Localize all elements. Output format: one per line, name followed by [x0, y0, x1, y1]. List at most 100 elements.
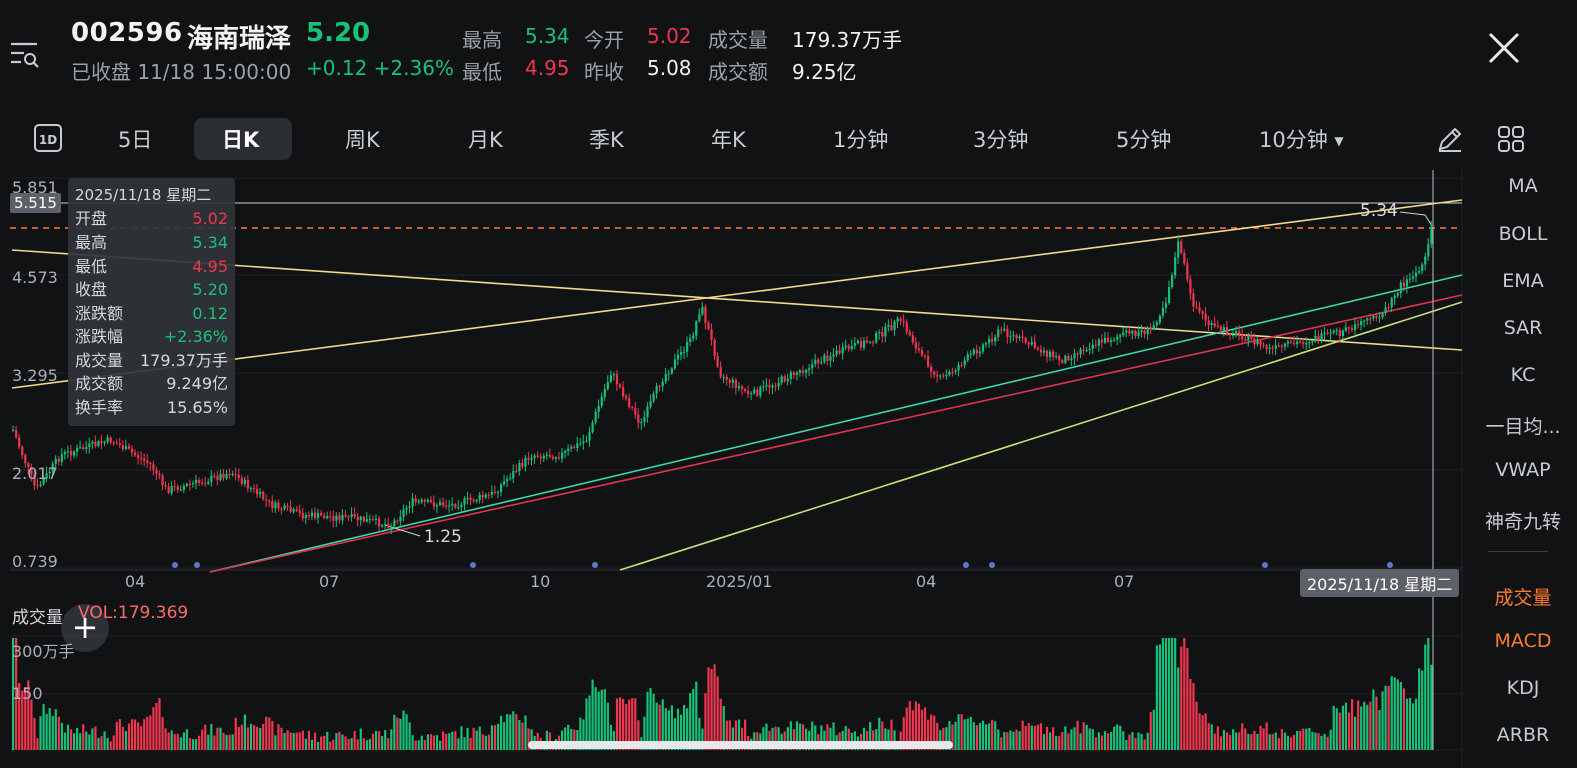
tooltip-row-volume: 成交量 179.37万手: [75, 351, 228, 370]
indicator-ichimoku[interactable]: 一目均...: [1485, 416, 1561, 438]
candle-body: [786, 378, 789, 382]
candle-body: [923, 355, 927, 357]
candle-body: [920, 350, 924, 356]
candle-body: [472, 499, 475, 502]
indicator-kc[interactable]: KC: [1510, 364, 1536, 386]
tab-5day[interactable]: 5日: [118, 128, 153, 152]
volume-bar: [963, 719, 966, 750]
candle-body: [216, 475, 219, 480]
volume-bar: [448, 733, 451, 750]
volume-bar: [768, 730, 771, 750]
indicator-td9[interactable]: 神奇九转: [1484, 511, 1561, 533]
tab-10min-dropdown[interactable]: 10分钟 ▼: [1259, 120, 1344, 160]
candle-body: [426, 499, 429, 502]
volume-bar: [1064, 726, 1067, 750]
volume-value: 179.37万手: [792, 28, 902, 52]
candle-body: [628, 398, 631, 408]
close-icon[interactable]: [1484, 28, 1524, 68]
volume-bar: [701, 728, 704, 750]
volume-bar: [286, 730, 289, 750]
volume-bar: [1079, 733, 1082, 750]
volume-bar: [1289, 737, 1293, 750]
tab-quarterly-k[interactable]: 季K: [589, 128, 624, 152]
home-indicator[interactable]: [528, 741, 953, 749]
candle-body: [1134, 330, 1137, 336]
indicator-boll[interactable]: BOLL: [1498, 223, 1548, 245]
tab-3min[interactable]: 3分钟: [973, 128, 1029, 152]
tab-daily-k[interactable]: 日K: [222, 128, 260, 152]
crosshair-price-tag: 5.515: [10, 193, 61, 213]
pencil-icon[interactable]: [1435, 124, 1465, 154]
menu-search-icon[interactable]: [10, 40, 40, 70]
trend-line-red: [209, 294, 1463, 573]
candle-body: [301, 513, 304, 519]
volume-bar: [15, 638, 18, 750]
indicator-sar[interactable]: SAR: [1503, 317, 1543, 339]
volume-bar: [1238, 732, 1241, 750]
candle-body: [439, 502, 442, 506]
indicator-macd[interactable]: MACD: [1494, 630, 1552, 652]
grid-icon[interactable]: [1497, 125, 1525, 153]
volume-bar: [33, 717, 36, 750]
volume-bar: [612, 731, 616, 750]
volume-bar: [1372, 689, 1375, 750]
volume-bar: [323, 735, 326, 750]
volume-bar: [301, 730, 304, 750]
volume-bar: [1174, 638, 1177, 750]
candle-body: [902, 320, 905, 323]
indicator-vwap[interactable]: VWAP: [1495, 459, 1551, 481]
add-indicator-button[interactable]: +: [61, 604, 109, 652]
candle-body: [512, 471, 515, 479]
volume-bar: [948, 721, 951, 750]
volume-bar: [1244, 728, 1247, 750]
tab-1min[interactable]: 1分钟: [833, 128, 889, 152]
volume-bar: [396, 717, 399, 750]
tooltip-row-amount: 成交额 9.249亿: [75, 374, 228, 393]
tab-1d[interactable]: 1D: [34, 124, 62, 152]
volume-bar: [353, 730, 356, 750]
candle-body: [1116, 336, 1119, 340]
indicator-ema[interactable]: EMA: [1502, 270, 1544, 292]
volume-bar: [1283, 732, 1287, 750]
volume-bars: [12, 638, 1433, 750]
tab-weekly-k[interactable]: 周K: [345, 128, 380, 152]
candle-body: [811, 364, 814, 369]
candle-body: [615, 374, 619, 385]
tab-yearly-k[interactable]: 年K: [711, 128, 746, 152]
volume-bar: [832, 722, 835, 750]
candle-body: [692, 335, 695, 339]
candle-body: [182, 485, 185, 490]
volume-bar: [1088, 728, 1091, 750]
volume-bar: [48, 707, 51, 750]
kline-chart[interactable]: [0, 170, 1577, 768]
volume-bar: [307, 730, 311, 750]
candle-body: [1073, 353, 1076, 359]
indicator-ma[interactable]: MA: [1508, 175, 1538, 197]
volume-bar: [631, 697, 634, 750]
volume-bar: [374, 730, 378, 750]
candle-body: [1049, 351, 1052, 357]
candle-body: [1122, 332, 1125, 336]
volume-bar: [152, 707, 155, 750]
candle-body: [420, 499, 423, 502]
volume-bar: [1073, 727, 1076, 750]
volume-bar: [1210, 724, 1213, 750]
candle-body: [759, 387, 762, 396]
candle-body: [1271, 347, 1274, 349]
volume-bar: [1314, 732, 1317, 750]
tooltip-row-low: 最低 4.95: [75, 257, 228, 276]
candle-body: [384, 524, 387, 526]
tab-monthly-k[interactable]: 月K: [468, 128, 503, 152]
candle-body: [1183, 252, 1186, 264]
candle-body: [268, 500, 271, 502]
candle-body: [362, 516, 365, 522]
volume-bar: [484, 735, 487, 750]
tab-5min[interactable]: 5分钟: [1116, 128, 1172, 152]
candle-body: [234, 474, 237, 476]
indicator-arbr[interactable]: ARBR: [1496, 724, 1550, 746]
volume-bar: [1222, 730, 1226, 750]
indicator-kdj[interactable]: KDJ: [1506, 677, 1540, 699]
indicator-volume[interactable]: 成交量: [1494, 587, 1552, 609]
volume-bar: [313, 732, 317, 750]
candle-body: [734, 379, 738, 389]
